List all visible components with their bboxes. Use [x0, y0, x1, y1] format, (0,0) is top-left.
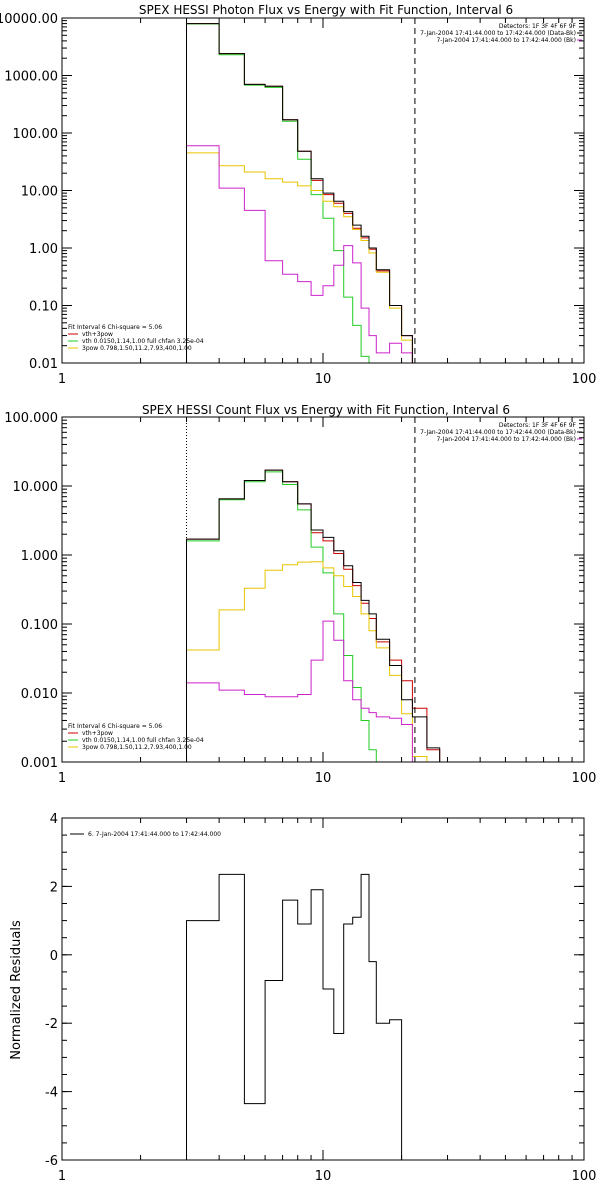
y-tick-label: 0.01 [29, 357, 58, 372]
x-tick-label: 1 [58, 372, 66, 387]
y-tick-label: 100.000 [4, 411, 58, 426]
x-tick-label: 100 [572, 1169, 597, 1184]
legend-header-line: 7-Jan-2004 17:41:44.000 to 17:42:44.000 … [420, 30, 576, 37]
x-tick-label: 10 [315, 372, 332, 387]
y-tick-label: 10.00 [21, 185, 58, 200]
y-tick-label: 0.100 [21, 618, 58, 633]
y-tick-label: 10.000 [13, 480, 59, 495]
legend-header-line: 7-Jan-2004 17:41:44.000 to 17:42:44.000 … [436, 436, 576, 443]
y-axis-label: Normalized Residuals [9, 920, 24, 1060]
x-tick-label: 10 [315, 1169, 332, 1184]
series-line-3pow [186, 152, 413, 363]
legend-entry: 3pow 0.798,1.50,11.2,7.93,400,1.00 [82, 744, 192, 751]
legend-entry: vth+3pow [82, 730, 113, 737]
legend-entry: vth 0.0150,1.14,1.00 full chfan 3.25e-04 [82, 338, 204, 345]
series-line-series3 [186, 145, 413, 363]
y-tick-label: 1.00 [29, 242, 58, 257]
series-line-3pow [186, 561, 428, 762]
legend-entry: 3pow 0.798,1.50,11.2,7.93,400,1.00 [82, 345, 192, 352]
chart-title: SPEX HESSI Photon Flux vs Energy with Fi… [139, 3, 513, 17]
legend-header-line: 7-Jan-2004 17:41:44.000 to 17:42:44.000 … [436, 37, 576, 44]
y-tick-label: 100.00 [13, 127, 59, 142]
y-tick-label: 1.000 [21, 549, 58, 564]
x-tick-label: 10 [315, 771, 332, 786]
legend-entry: Fit Interval 6 Chi-square = 5.06 [68, 723, 162, 730]
y-tick-label: -6 [45, 1154, 58, 1169]
legend-entry: vth+3pow [82, 331, 113, 338]
count-flux-chart: SPEX HESSI Count Flux vs Energy with Fit… [4, 403, 596, 786]
series-line-series4 [186, 23, 413, 363]
y-tick-label: 0 [50, 949, 58, 964]
legend-entry: 6. 7-Jan-2004 17:41:44.000 to 17:42:44.0… [88, 831, 221, 838]
series-line-series3 [186, 620, 413, 762]
y-tick-label: 10000.00 [0, 12, 58, 27]
residuals-chart: Normalized Residuals 1 10 100 4 2 0 -2 -4 -6 6. … [9, 812, 596, 1184]
photon-flux-chart: SPEX HESSI Photon Flux vs Energy with Fi… [0, 3, 596, 387]
y-tick-label: -2 [45, 1017, 58, 1032]
y-tick-label: 0.10 [29, 300, 58, 315]
legend-header-line: 7-Jan-2004 17:41:44.000 to 17:42:44.000 … [420, 429, 576, 436]
x-tick-label: 100 [572, 372, 597, 387]
series-line-6 [186, 873, 403, 1160]
y-tick-label: 4 [50, 812, 58, 827]
x-tick-label: 1 [58, 771, 66, 786]
y-tick-label: 1000.00 [4, 70, 58, 85]
y-tick-label: 0.010 [21, 687, 58, 702]
x-tick-label: 100 [572, 771, 597, 786]
legend-entry: Fit Interval 6 Chi-square = 5.06 [68, 324, 162, 331]
legend-header-line: Detectors: 1F 3F 4F 6F 9F [499, 422, 577, 429]
legend-header-line: Detectors: 1F 3F 4F 6F 9F [499, 23, 577, 30]
series-line-series4 [186, 469, 441, 762]
legend-entry: vth 0.0150,1.14,1.00 full chfan 3.25e-04 [82, 737, 204, 744]
x-tick-label: 1 [58, 1169, 66, 1184]
y-tick-label: 2 [50, 880, 58, 895]
y-tick-label: -4 [45, 1086, 58, 1101]
y-tick-label: 0.001 [21, 756, 58, 771]
chart-title: SPEX HESSI Count Flux vs Energy with Fit… [142, 403, 510, 417]
